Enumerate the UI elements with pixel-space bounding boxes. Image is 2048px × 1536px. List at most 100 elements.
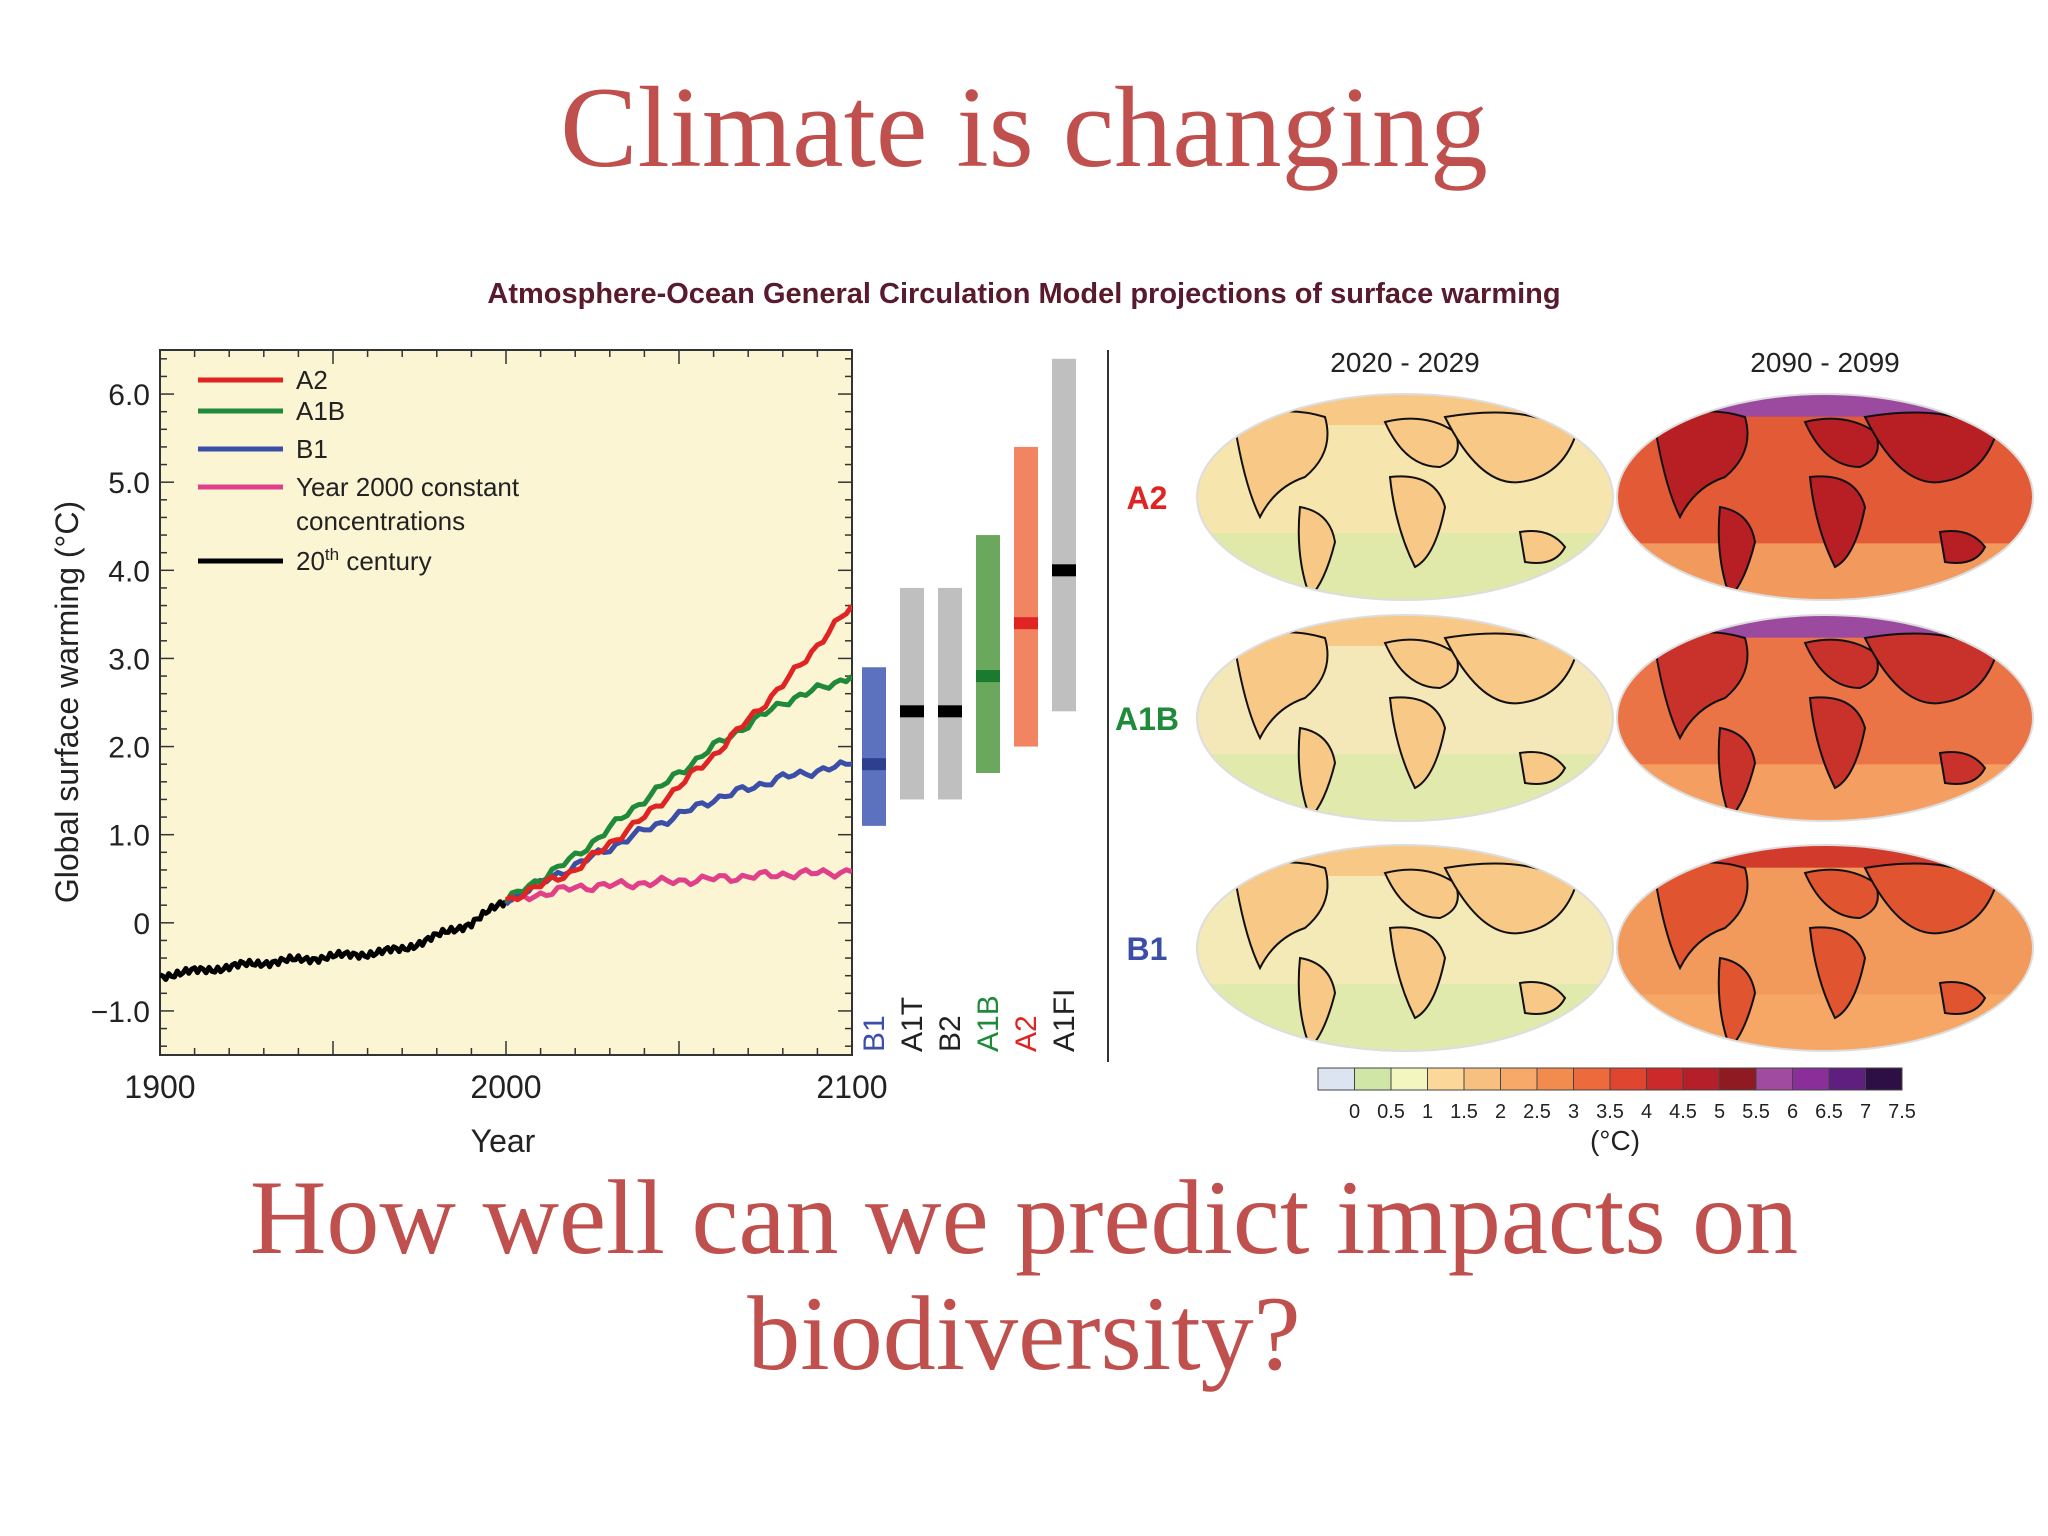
colorbar-tick-label: 3.5 [1596,1101,1624,1123]
colorbar-tick-label: 2.5 [1523,1101,1551,1123]
colorbar-cell [1536,1067,1574,1091]
range-bar-label: B2 [934,1015,967,1052]
range-best-estimate [900,705,924,718]
legend-label: B1 [296,434,328,464]
legend-label: A1B [296,396,345,426]
colorbar-cell [1500,1067,1538,1091]
map-border [1196,614,1614,822]
range-best-estimate [1052,564,1076,577]
map-column-label: 2020 - 2029 [1330,347,1479,378]
map-row-label: A1B [1115,701,1179,737]
series-line [504,604,852,903]
range-best-estimate [938,705,962,718]
colorbar-tick-label: 7.5 [1888,1101,1916,1123]
colorbar-tick-label: 0.5 [1377,1101,1405,1123]
map-border [1196,844,1614,1052]
map-landmass [1808,475,1867,569]
map-landmass [1863,862,1997,935]
figure-title: Atmosphere-Ocean General Circulation Mod… [487,278,1561,310]
colorbar-cell [1682,1067,1720,1091]
range-bar [862,667,886,826]
range-best-estimate [976,670,1000,683]
colorbar-unit: (°C) [1590,1125,1640,1156]
legend-label-sup: th [325,545,339,564]
map-landmass [1383,417,1459,469]
colorbar-tick-label: 5 [1714,1101,1725,1123]
map-border [1616,614,2034,822]
legend-label: 20th century [296,545,432,576]
map-landmass [1717,726,1757,820]
colorbar-cell [1427,1067,1465,1091]
colorbar-cell [1573,1067,1611,1091]
colorbar-tick-label: 6.5 [1815,1101,1843,1123]
range-best-estimate [862,758,886,771]
map-row-label: A2 [1127,480,1168,516]
legend-label-rest: century [339,546,432,576]
colorbar-cell [1828,1067,1866,1091]
range-bar [938,587,962,800]
map-landmass [1297,726,1337,820]
colorbar-cell [1646,1067,1684,1091]
y-tick-label: −1.0 [91,996,150,1029]
colorbar: 0 0.5 1 1.5 2 2.5 3 3.5 4 4.5 5 5.5 6 6.5 7 7.5 (°C) [1317,1067,1916,1156]
world-map-panel [1196,393,1614,601]
colorbar-tick-label: 7 [1860,1101,1871,1123]
map-landmass [1803,868,1879,920]
range-bar-group: B1 A1T B2 A1B A2 A1FI [858,358,1081,1052]
map-landmass [1717,956,1757,1050]
x-tick-label: 2100 [816,1069,887,1105]
colorbar-tick-label: 1 [1422,1101,1433,1123]
legend-label-line2: concentrations [296,506,465,536]
series-line [503,674,852,904]
plot-area [159,349,853,1056]
map-landmass [1938,530,1987,564]
y-tick-label: 0 [133,908,150,941]
y-tick-label: 4.0 [108,555,150,588]
colorbar-cell [1609,1067,1647,1091]
y-tick-label: 6.0 [108,379,150,412]
map-landmass [1803,417,1879,469]
map-landmass [1388,696,1447,790]
y-axis-ticks: 6.0 5.0 4.0 3.0 2.0 1.0 0 −1.0 [91,379,150,1029]
map-landmass [1938,981,1987,1015]
range-bar [1052,358,1076,712]
map-polar-band [1617,615,2033,638]
map-row-label: B1 [1127,931,1168,967]
colorbar-tick-label: 3 [1568,1101,1579,1123]
colorbar-cell [1792,1067,1830,1091]
world-map-panel [1616,393,2034,601]
colorbar-tick-label: 4 [1641,1101,1652,1123]
map-landmass [1297,505,1337,599]
map-landmass [1717,505,1757,599]
range-bar [1014,446,1038,747]
colorbar-tick-label: 2 [1495,1101,1506,1123]
map-landmass [1518,751,1567,785]
y-axis-label: Global surface warming (°C) [49,501,85,903]
world-map-panel [1616,844,2034,1052]
colorbar-tick-label: 5.5 [1742,1101,1770,1123]
range-bar [976,535,1000,773]
range-bar-label: B1 [858,1015,891,1052]
map-landmass [1297,956,1337,1050]
colorbar-cell [1755,1067,1793,1091]
line-series-group [160,604,852,982]
map-polar-band [1617,845,2033,868]
colorbar-tick-label: 1.5 [1450,1101,1478,1123]
map-polar-band [1617,394,2033,417]
colorbar-cell [1317,1067,1355,1091]
x-tick-label: 2000 [470,1069,541,1105]
map-landmass [1808,696,1867,790]
slide-subtitle: How well can we predict impacts on biodi… [0,1160,2048,1392]
map-landmass [1803,638,1879,690]
map-landmass [1443,411,1577,484]
map-border [1616,844,2034,1052]
colorbar-tick-label: 4.5 [1669,1101,1697,1123]
map-landmass [1383,638,1459,690]
map-landmass [1518,530,1567,564]
range-best-estimate [1014,617,1038,630]
y-tick-label: 5.0 [108,467,150,500]
map-landmass [1388,475,1447,569]
subtitle-line-2: biodiversity? [747,1275,1301,1392]
